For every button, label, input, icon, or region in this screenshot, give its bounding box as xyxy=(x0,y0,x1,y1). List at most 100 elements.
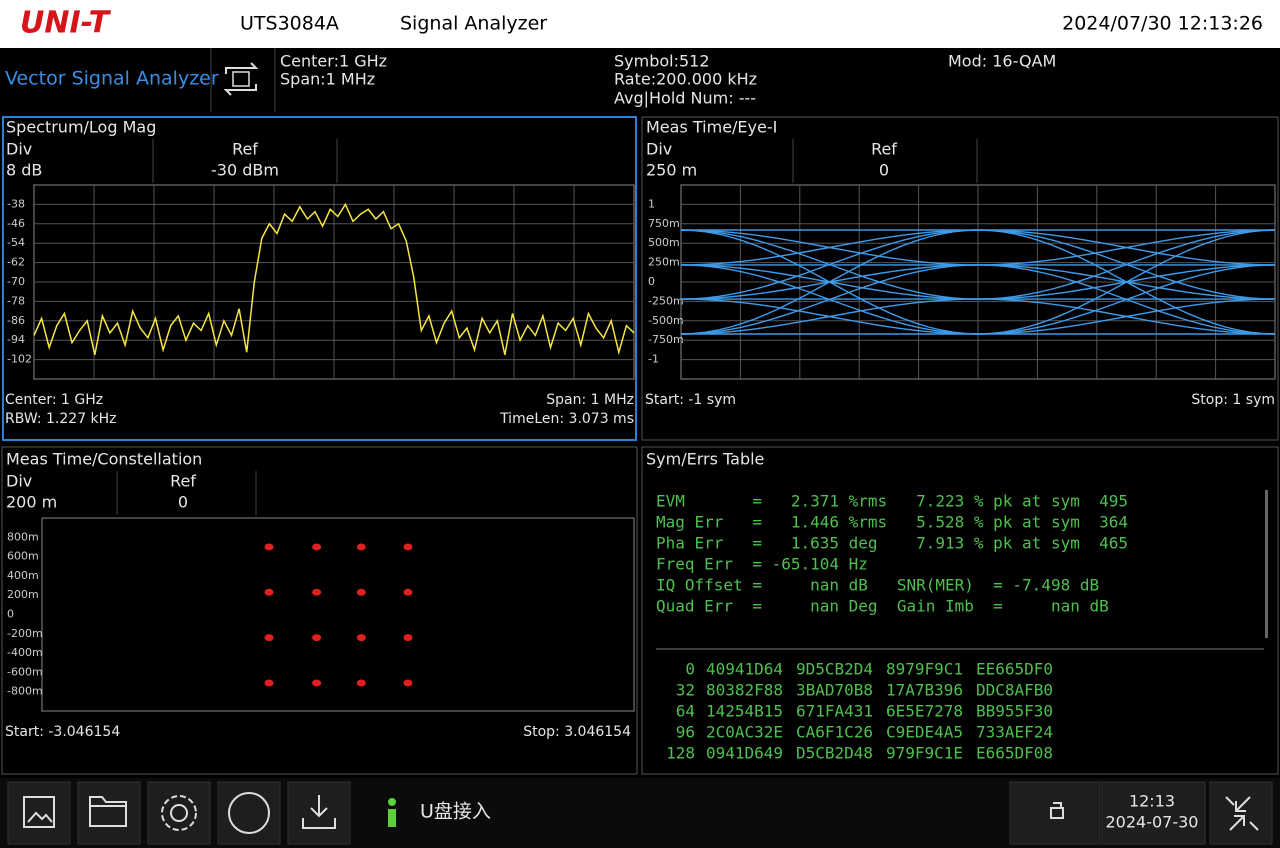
y-tick-label: 200m xyxy=(7,588,39,601)
y-tick-label: 250m xyxy=(648,256,680,269)
avg: Avg|Hold Num: --- xyxy=(614,89,756,108)
div-header: Div xyxy=(6,472,32,491)
buttons[interactable] xyxy=(7,781,1273,845)
eye-trace xyxy=(680,229,979,266)
constellation-point xyxy=(356,634,366,642)
constellation-point xyxy=(312,634,322,642)
panel[interactable] xyxy=(1,446,638,775)
annotation: Stop: 1 sym xyxy=(1191,392,1275,408)
constellation-point xyxy=(403,634,413,642)
constellation-point xyxy=(264,634,274,642)
panel[interactable] xyxy=(641,116,1279,441)
y-tick-label: -86 xyxy=(7,314,25,327)
constellation-point xyxy=(312,543,322,551)
table-line: Freq Err = -65.104 Hz xyxy=(656,555,868,574)
annotation: RBW: 1.227 kHz xyxy=(5,411,117,427)
symbol-word: D5CB2D48 xyxy=(796,744,873,763)
div-value: 8 dB xyxy=(6,161,42,180)
eye-trace xyxy=(977,229,1276,266)
annotation: Stop: 3.046154 xyxy=(523,724,631,740)
y-tick-label: 1 xyxy=(648,197,655,210)
panel[interactable] xyxy=(2,116,637,441)
y-tick-label: -800m xyxy=(7,685,43,698)
span: Span:1 MHz xyxy=(280,70,375,89)
ref-value: 0 xyxy=(178,493,188,512)
y-tick-label: -78 xyxy=(7,294,25,307)
app-name: Signal Analyzer xyxy=(400,13,547,35)
constellation-point xyxy=(264,679,274,687)
panel[interactable] xyxy=(641,446,1279,775)
symbol-index: 128 xyxy=(666,744,695,763)
y-tick-label: 600m xyxy=(7,550,39,563)
panel-title: Spectrum/Log Mag xyxy=(6,118,156,137)
symbol-word: 6E5E7278 xyxy=(886,702,963,721)
constellation-point xyxy=(312,679,322,687)
button-icons xyxy=(23,792,1259,834)
symbol-word: BB955F30 xyxy=(976,702,1053,721)
symbol-word: 14254B15 xyxy=(706,702,783,721)
annotation: Span: 1 MHz xyxy=(546,392,634,408)
eye-trace xyxy=(977,229,1276,300)
y-tick-label: -600m xyxy=(7,665,43,678)
symbol-word: 80382F88 xyxy=(706,681,783,700)
ref-header: Ref xyxy=(170,472,196,491)
symbol-word: 3BAD70B8 xyxy=(796,681,873,700)
panel-title: Meas Time/Eye-I xyxy=(646,118,777,137)
div-header: Div xyxy=(646,140,672,159)
constellation-point xyxy=(356,679,366,687)
constellation-point xyxy=(264,543,274,551)
clock-time: 12:13 xyxy=(1129,792,1175,811)
plot-area xyxy=(41,517,635,712)
y-tick-label: -102 xyxy=(7,353,32,366)
symbol-index: 64 xyxy=(676,702,695,721)
center: Center:1 GHz xyxy=(280,52,387,71)
div-value: 250 m xyxy=(646,161,697,180)
table-line: Pha Err = 1.635 deg 7.913 % pk at sym 46… xyxy=(656,534,1128,553)
symbol-word: CA6F1C26 xyxy=(796,723,873,742)
symbol-index: 0 xyxy=(685,660,695,679)
eye-trace xyxy=(680,229,979,335)
table-line: EVM = 2.371 %rms 7.223 % pk at sym 495 xyxy=(656,492,1128,511)
div-value: 200 m xyxy=(6,493,57,512)
symbol-word: C9EDE4A5 xyxy=(886,723,963,742)
y-tick-label: 750m xyxy=(648,217,680,230)
ref-value: -30 dBm xyxy=(211,161,279,180)
info-icon xyxy=(388,798,396,827)
y-tick-label: -400m xyxy=(7,646,43,659)
y-tick-label: -250m xyxy=(648,294,684,307)
model: UTS3084A xyxy=(240,13,339,35)
symbol-index: 96 xyxy=(676,723,695,742)
table-line: Mag Err = 1.446 %rms 5.528 % pk at sym 3… xyxy=(656,513,1128,532)
eye-trace xyxy=(977,264,1276,335)
table-line: IQ Offset = nan dB SNR(MER) = -7.498 dB xyxy=(656,576,1099,595)
mode[interactable]: Vector Signal Analyzer xyxy=(5,68,219,90)
symbol-word: 9D5CB2D4 xyxy=(796,660,873,679)
eye-trace xyxy=(977,229,1276,335)
sweep-icon[interactable] xyxy=(223,62,259,96)
symbol-word: 17A7B396 xyxy=(886,681,963,700)
symbol-word: E665DF08 xyxy=(976,744,1053,763)
constellation-point xyxy=(312,588,322,596)
ref-header: Ref xyxy=(871,140,897,159)
ref-value: 0 xyxy=(879,161,889,180)
panel-title: Meas Time/Constellation xyxy=(6,450,202,469)
constellation-point xyxy=(356,543,366,551)
y-tick-label: 0 xyxy=(648,275,655,288)
y-tick-label: -1 xyxy=(648,353,659,366)
clock-date: 2024-07-30 xyxy=(1106,813,1199,832)
rate: Rate:200.000 kHz xyxy=(614,70,757,89)
constellation-point xyxy=(264,588,274,596)
y-tick-label: -500m xyxy=(648,314,684,327)
symbol-word: 2C0AC32E xyxy=(706,723,783,742)
y-tick-label: -70 xyxy=(7,275,25,288)
symbol-word: DDC8AFB0 xyxy=(976,681,1053,700)
y-tick-label: -38 xyxy=(7,197,25,210)
ref-header: Ref xyxy=(232,140,258,159)
y-tick-label: 500m xyxy=(648,236,680,249)
table-title: Sym/Errs Table xyxy=(646,450,764,469)
y-tick-label: 0 xyxy=(7,608,14,621)
y-tick-label: -750m xyxy=(648,333,684,346)
symbol-word: 8979F9C1 xyxy=(886,660,963,679)
scrollbar[interactable] xyxy=(1265,490,1268,638)
